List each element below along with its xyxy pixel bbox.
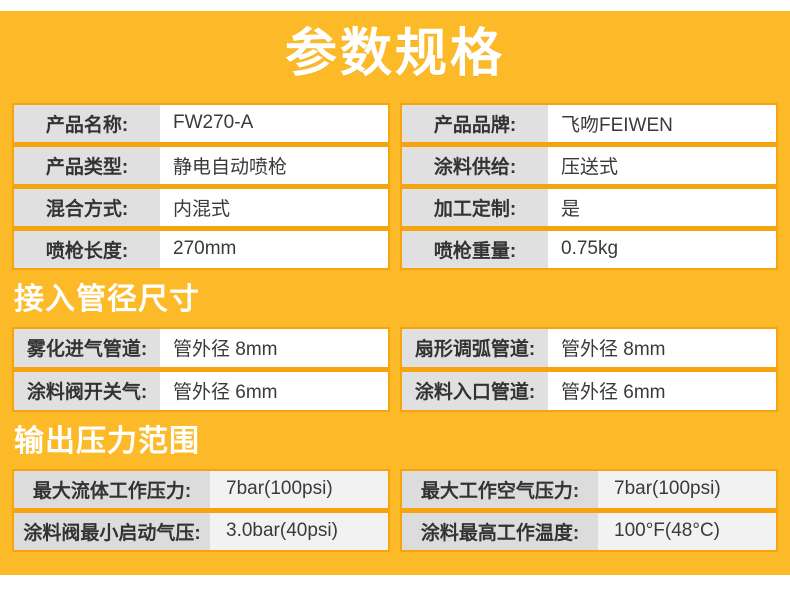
spec-label: 混合方式: <box>14 188 160 226</box>
spec-value: 3.0bar(40psi) <box>210 512 388 550</box>
spec-label: 涂料最高工作温度: <box>402 512 598 550</box>
spec-value: 270mm <box>160 230 388 268</box>
basic-specs-table-left: 产品名称: FW270-A 产品类型: 静电自动喷枪 混合方式: 内混式 喷枪长… <box>12 102 390 270</box>
spec-value: 管外径 6mm <box>548 371 776 410</box>
spec-value: 飞吻FEIWEN <box>548 104 776 142</box>
spec-sheet: 参数规格 产品名称: FW270-A 产品类型: 静电自动喷枪 混合方式: 内混… <box>0 11 790 575</box>
spec-value: 管外径 6mm <box>160 371 388 410</box>
spec-value: 是 <box>548 188 776 226</box>
pipe-size-table-left: 雾化进气管道: 管外径 8mm 涂料阀开关气: 管外径 6mm <box>12 326 390 412</box>
spec-label: 加工定制: <box>402 188 548 226</box>
pressure-table-left: 最大流体工作压力: 7bar(100psi) 涂料阀最小启动气压: 3.0bar… <box>12 468 390 552</box>
spec-label: 喷枪重量: <box>402 230 548 268</box>
spec-value: 静电自动喷枪 <box>160 146 388 184</box>
spec-label: 涂料阀最小启动气压: <box>14 512 210 550</box>
spec-label: 涂料供给: <box>402 146 548 184</box>
pipe-size-tables: 雾化进气管道: 管外径 8mm 涂料阀开关气: 管外径 6mm 扇形调弧管道: … <box>12 326 778 412</box>
spec-value: 100°F(48°C) <box>598 512 776 550</box>
spec-label: 产品品牌: <box>402 104 548 142</box>
spec-label: 喷枪长度: <box>14 230 160 268</box>
spec-value: FW270-A <box>160 104 388 142</box>
spec-label: 产品类型: <box>14 146 160 184</box>
pipe-size-table-right: 扇形调弧管道: 管外径 8mm 涂料入口管道: 管外径 6mm <box>400 326 778 412</box>
spec-label: 最大流体工作压力: <box>14 470 210 508</box>
basic-specs-table-right: 产品品牌: 飞吻FEIWEN 涂料供给: 压送式 加工定制: 是 喷枪重量: 0… <box>400 102 778 270</box>
spec-value: 压送式 <box>548 146 776 184</box>
spec-label: 最大工作空气压力: <box>402 470 598 508</box>
spec-label: 涂料入口管道: <box>402 371 548 410</box>
section-heading-pipe-sizes: 接入管径尺寸 <box>14 282 200 316</box>
pressure-table-right: 最大工作空气压力: 7bar(100psi) 涂料最高工作温度: 100°F(4… <box>400 468 778 552</box>
spec-value: 内混式 <box>160 188 388 226</box>
section-heading-pressure-range: 输出压力范围 <box>14 424 200 458</box>
spec-label: 扇形调弧管道: <box>402 328 548 367</box>
basic-specs-tables: 产品名称: FW270-A 产品类型: 静电自动喷枪 混合方式: 内混式 喷枪长… <box>12 102 778 270</box>
page-title: 参数规格 <box>284 25 505 83</box>
spec-label: 雾化进气管道: <box>14 328 160 367</box>
spec-value: 管外径 8mm <box>160 328 388 367</box>
spec-value: 管外径 8mm <box>548 328 776 367</box>
spec-value: 7bar(100psi) <box>210 470 388 508</box>
spec-value: 0.75kg <box>548 230 776 268</box>
spec-value: 7bar(100psi) <box>598 470 776 508</box>
spec-label: 涂料阀开关气: <box>14 371 160 410</box>
spec-label: 产品名称: <box>14 104 160 142</box>
pressure-range-tables: 最大流体工作压力: 7bar(100psi) 涂料阀最小启动气压: 3.0bar… <box>12 468 778 552</box>
